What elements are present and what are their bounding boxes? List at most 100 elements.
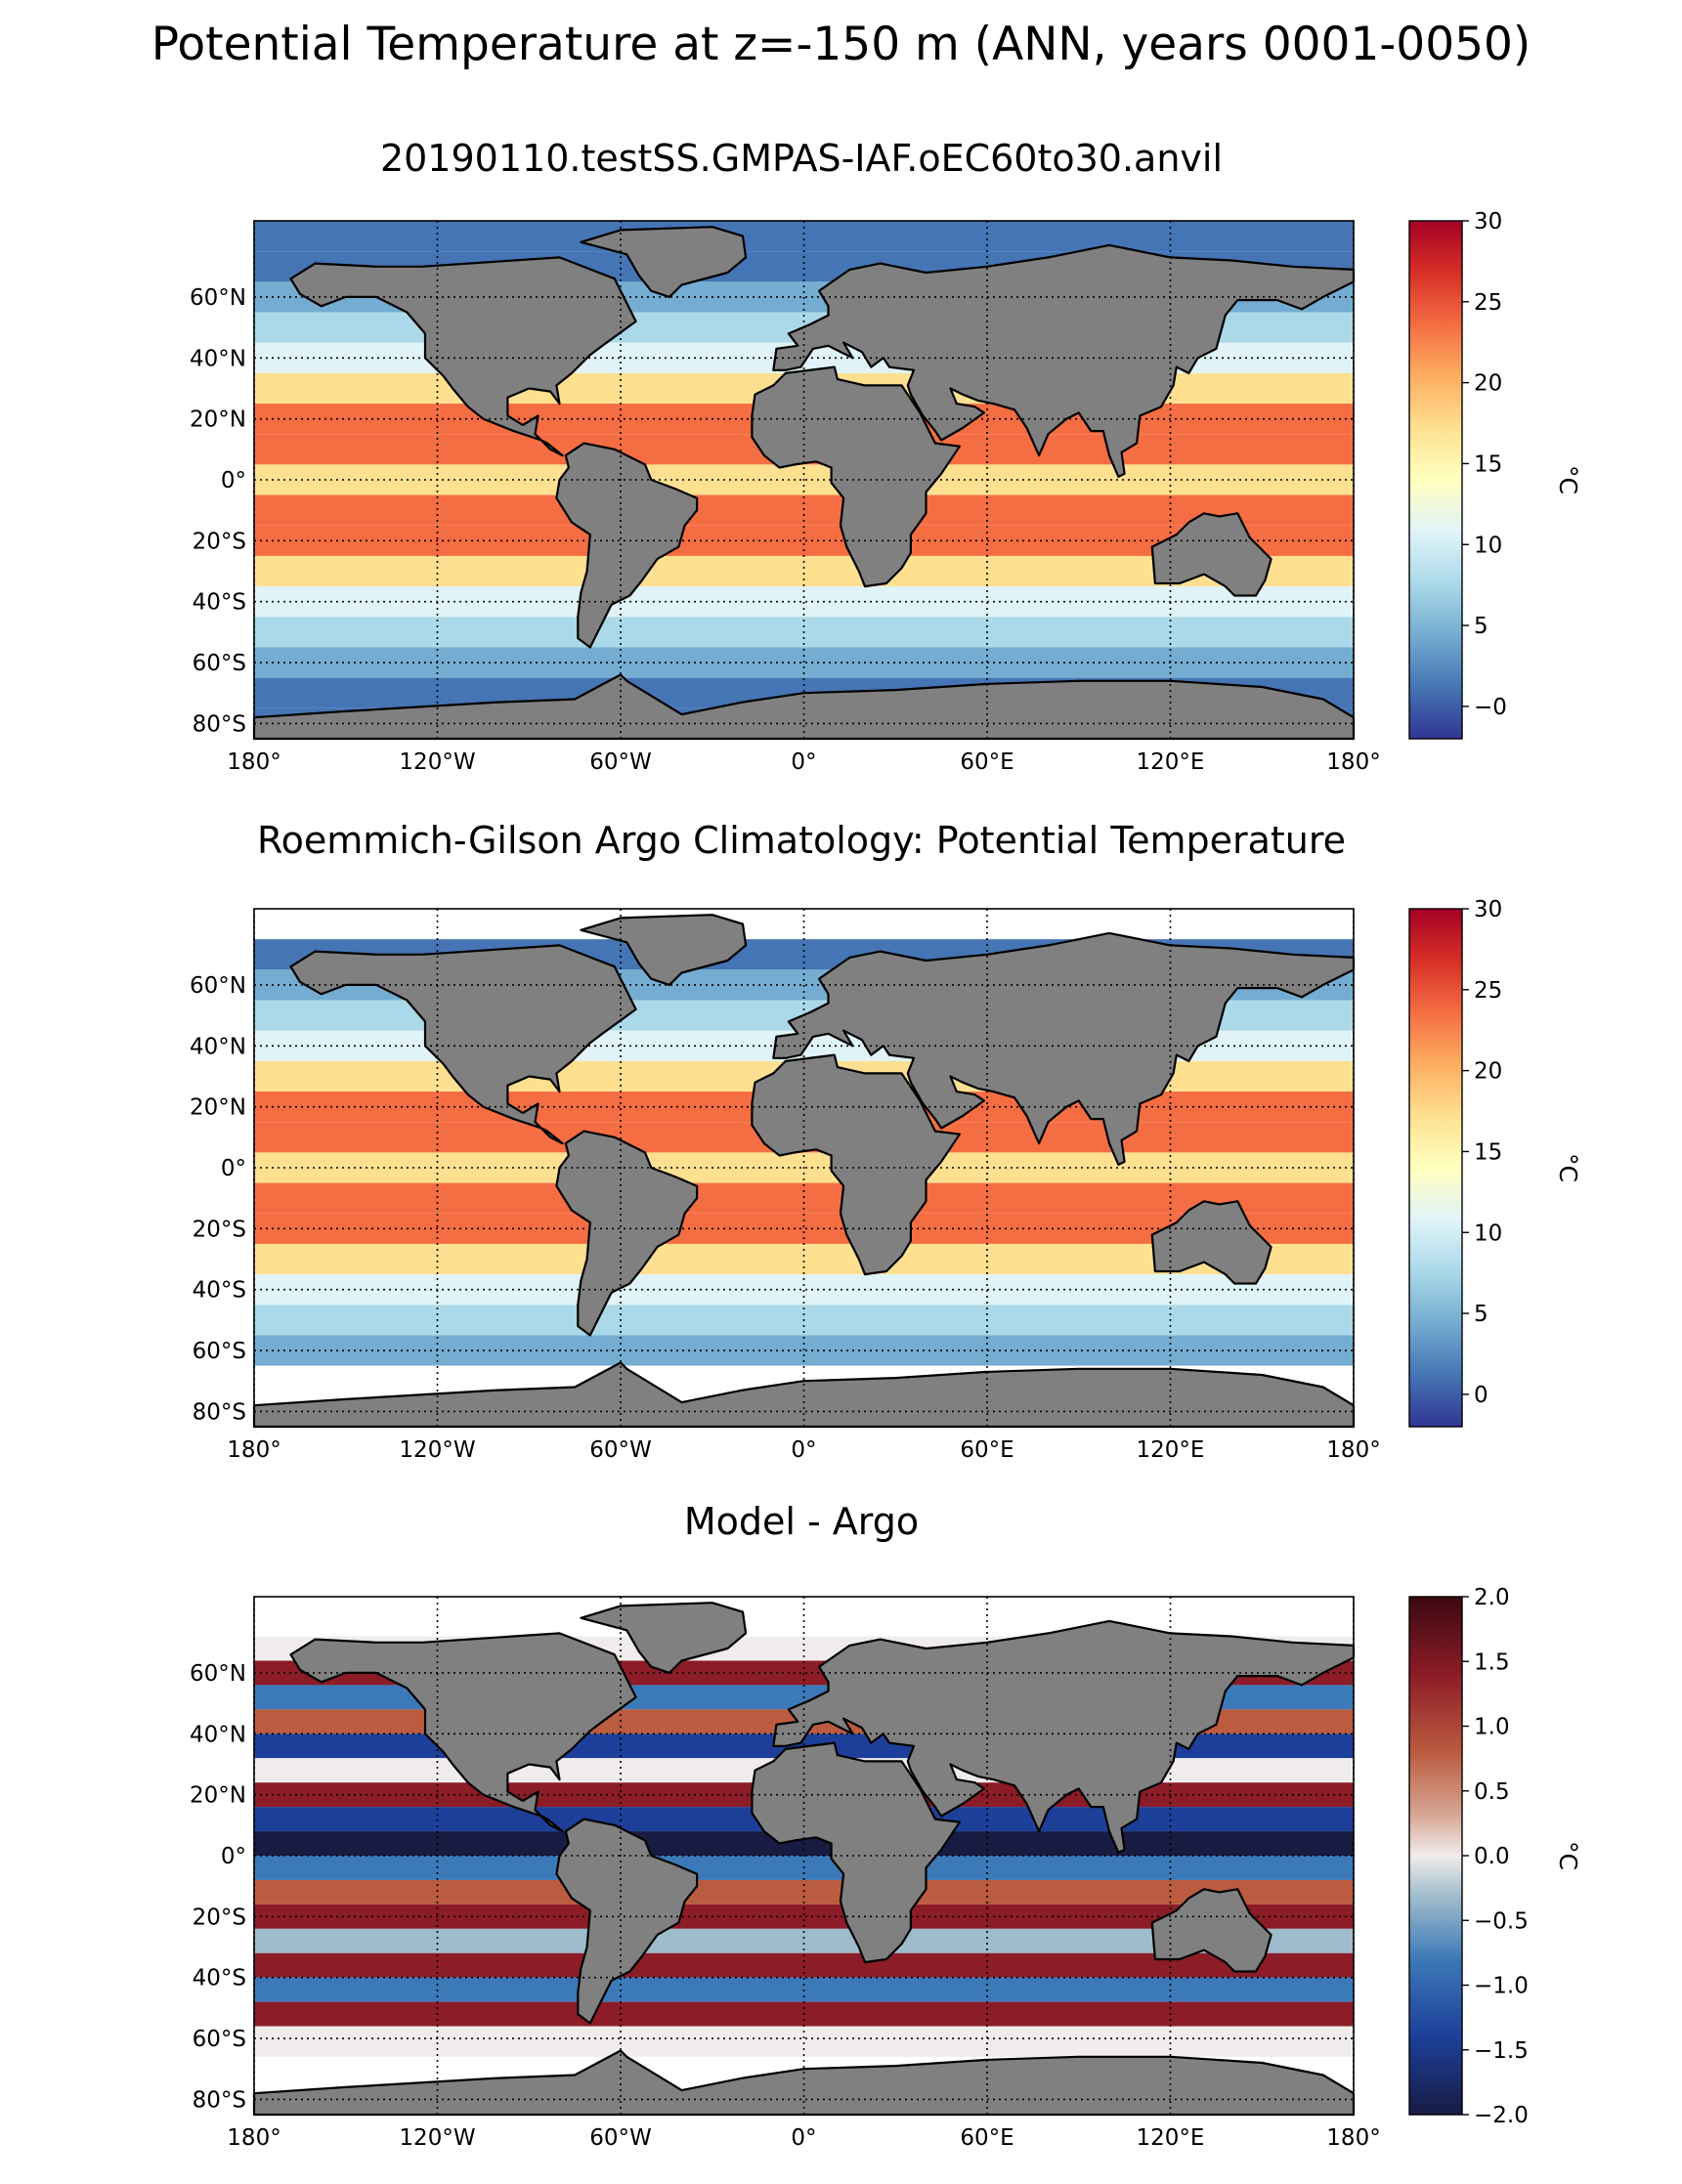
colorbar-tick-label: 10 [1474, 1220, 1502, 1246]
lat-tick-label: 80°S [193, 2087, 246, 2113]
north-america-landmass [289, 1632, 637, 1833]
eurasia-landmass [772, 243, 1356, 478]
lon-tick-label: 60°W [589, 2125, 652, 2151]
ocean-band [254, 909, 1354, 940]
lon-tick-label: 60°W [589, 749, 652, 775]
lat-tick-label: 60°S [193, 1339, 246, 1364]
lat-tick-label: 80°S [193, 711, 246, 737]
colorbar-tick-label: 30 [1474, 897, 1502, 922]
lon-tick-label: 0° [791, 2125, 816, 2151]
lat-tick-label: 40°N [190, 1722, 246, 1747]
colorbar-tick-label: 1.0 [1474, 1715, 1510, 1740]
lon-tick-label: 120°W [399, 1437, 475, 1463]
lon-tick-label: 120°E [1137, 749, 1205, 775]
figure-title: Potential Temperature at z=-150 m (ANN, … [151, 18, 1531, 71]
north-america-landmass [289, 944, 637, 1145]
colorbar-tick-label: 20 [1474, 371, 1502, 397]
lon-tick-label: 60°E [960, 1437, 1014, 1463]
lat-tick-label: 60°S [193, 651, 246, 676]
colorbar-tick-label: 2.0 [1474, 1585, 1510, 1610]
lat-tick-label: 40°N [190, 1034, 246, 1059]
graticule [253, 221, 1355, 739]
lon-tick-label: 120°W [399, 749, 475, 775]
south-america-landmass [555, 442, 699, 649]
colorbar-tick-label: 20 [1474, 1059, 1502, 1085]
lon-tick-label: 180° [1326, 2125, 1380, 2151]
map-panel-3: 60°N 40°N 20°N 0° 20°S 40°S 60°S 80°S 180° 120°W 6… [190, 1585, 1582, 2151]
map-frame [253, 908, 1355, 1428]
lat-tick-label: 40°S [193, 1966, 246, 1991]
lon-tick-label: 180° [1326, 1437, 1380, 1463]
panel-2-title: Roemmich-Gilson Argo Climatology: Potent… [256, 819, 1347, 862]
panel-1-title: 20190110.testSS.GMPAS-IAF.oEC60to30.anvi… [379, 137, 1224, 180]
land-layer [252, 914, 1356, 1429]
colorbar-tick-label: 1.5 [1474, 1649, 1510, 1675]
colorbar [1408, 908, 1463, 1428]
lon-tick-label: 180° [227, 2125, 280, 2151]
colorbar-tick-label: −0.5 [1474, 1908, 1529, 1934]
lon-tick-label: 60°E [960, 749, 1014, 775]
colorbar [1408, 1596, 1463, 2116]
lon-tick-label: 180° [227, 1437, 280, 1463]
map-frame [253, 220, 1355, 740]
south-america-landmass [555, 1818, 699, 2025]
lat-tick-label: 20°S [193, 1905, 246, 1930]
land-layer [252, 226, 1356, 741]
colorbar-tick-label: 10 [1474, 533, 1502, 558]
greenland-landmass [580, 226, 748, 298]
panel-3-title: Model - Argo [683, 1500, 920, 1543]
lat-tick-label: 20°N [190, 1783, 246, 1809]
lon-tick-label: 120°E [1137, 1437, 1205, 1463]
colorbar-tick-label: 0.5 [1474, 1779, 1510, 1805]
colorbar-tick-label: −0 [1474, 695, 1507, 720]
greenland-landmass [580, 1602, 748, 1675]
colorbar-label: °C [1554, 1841, 1582, 1870]
map-frame [253, 1596, 1355, 2116]
colorbar-tick-label: 25 [1474, 290, 1502, 316]
lon-tick-label: 0° [791, 1437, 816, 1463]
lon-tick-label: 180° [227, 749, 280, 775]
lat-tick-label: 40°S [193, 1278, 246, 1304]
lat-tick-label: 80°S [193, 1399, 246, 1425]
colorbar-tick-label: 0 [1474, 1383, 1488, 1408]
lon-tick-label: 120°W [399, 2125, 475, 2151]
lat-tick-label: 20°S [193, 529, 246, 554]
lat-tick-label: 60°N [190, 973, 246, 999]
lon-tick-label: 0° [791, 749, 816, 775]
colorbar-tick-label: −1.0 [1474, 1974, 1529, 1999]
colorbar-tick-label: −1.5 [1474, 2038, 1529, 2064]
colorbar-label: °C [1554, 1153, 1582, 1182]
colorbar-tick-label: 30 [1474, 209, 1502, 235]
lat-tick-label: 20°N [190, 1095, 246, 1121]
australia-landmass [1150, 512, 1272, 597]
north-america-landmass [289, 256, 637, 457]
colorbar-tick-label: 15 [1474, 1139, 1502, 1165]
colorbar-label: °C [1554, 465, 1582, 494]
lat-tick-label: 60°S [193, 2027, 246, 2052]
ocean-band [254, 221, 1354, 252]
colorbar-tick-label: 15 [1474, 451, 1502, 477]
australia-landmass [1150, 1200, 1272, 1285]
lat-tick-label: 0° [221, 468, 246, 493]
lat-tick-label: 20°N [190, 407, 246, 433]
colorbar [1408, 220, 1463, 740]
lat-tick-label: 40°N [190, 346, 246, 371]
lat-tick-label: 0° [221, 1156, 246, 1181]
lat-tick-label: 60°N [190, 285, 246, 311]
colorbar-tick-label: 5 [1474, 1302, 1488, 1327]
eurasia-landmass [772, 931, 1356, 1167]
map-panel-2: 60°N 40°N 20°N 0° 20°S 40°S 60°S 80°S 180° 120°W 6… [190, 897, 1582, 1463]
australia-landmass [1150, 1888, 1272, 1973]
eurasia-landmass [772, 1619, 1356, 1855]
colorbar-tick-label: 5 [1474, 614, 1488, 639]
colorbar-tick-label: −2.0 [1474, 2103, 1529, 2128]
south-america-landmass [555, 1130, 699, 1337]
lat-tick-label: 20°S [193, 1217, 246, 1242]
lat-tick-label: 0° [221, 1844, 246, 1869]
lon-tick-label: 60°E [960, 2125, 1014, 2151]
lat-tick-label: 60°N [190, 1661, 246, 1687]
colorbar-tick-label: 0.0 [1474, 1844, 1510, 1869]
lat-tick-label: 40°S [193, 590, 246, 616]
map-panel-1: 60°N 40°N 20°N 0° 20°S 40°S 60°S 80°S 180° 120°W 6… [190, 209, 1582, 775]
